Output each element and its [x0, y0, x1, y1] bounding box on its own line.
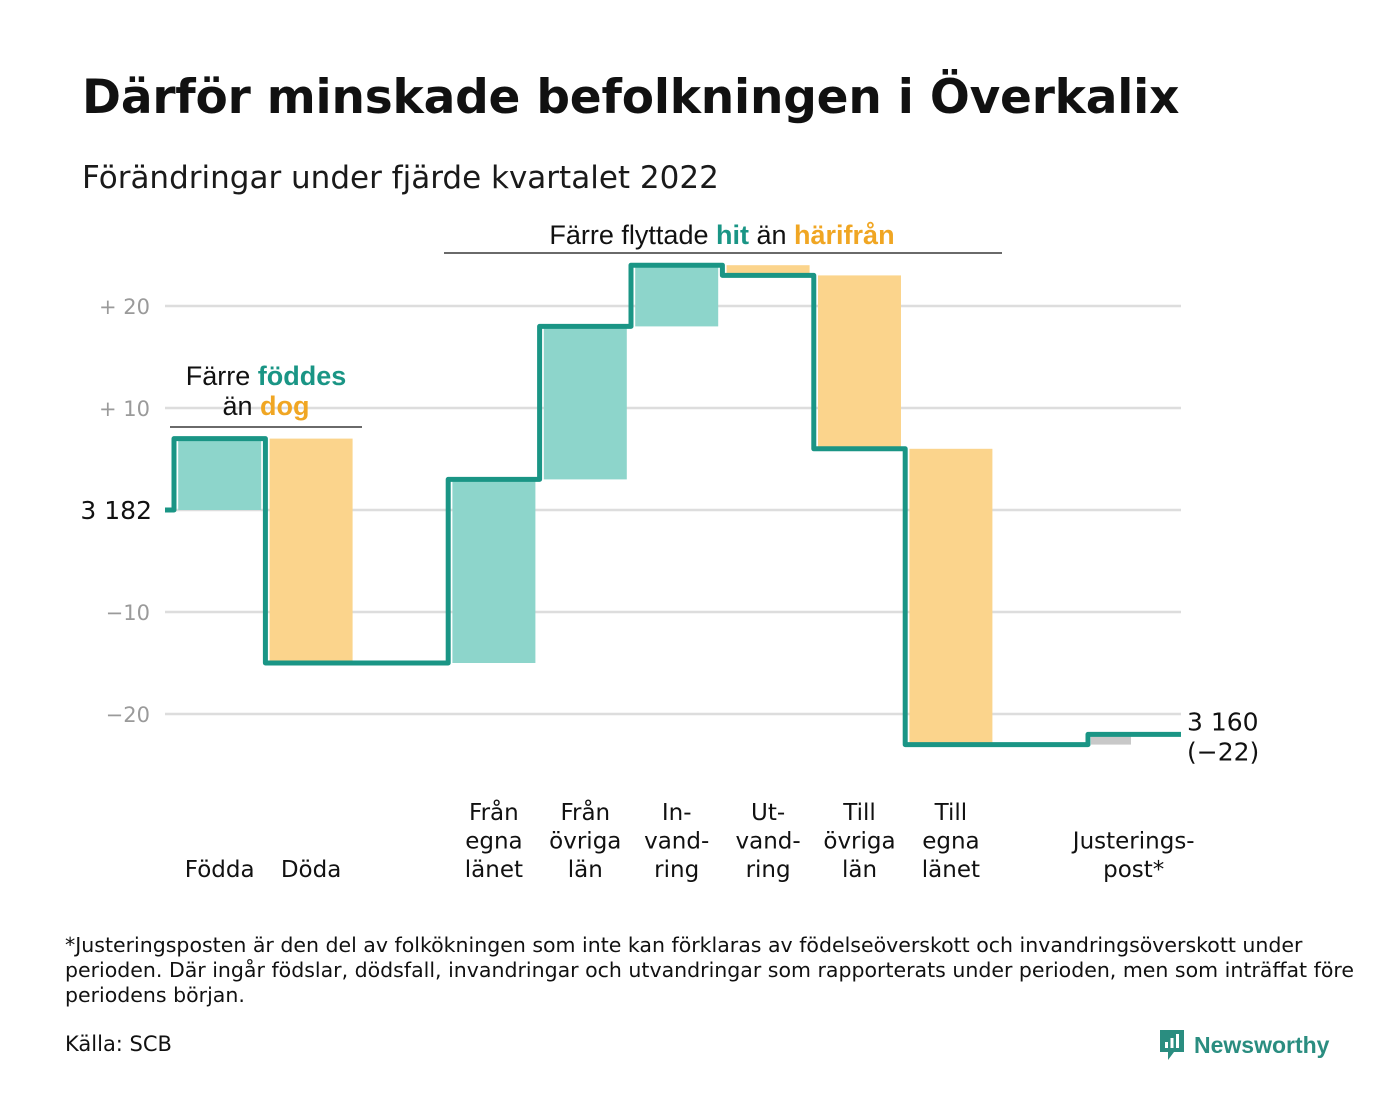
category-label: län: [842, 857, 877, 883]
waterfall-bar: [1091, 734, 1131, 745]
annotation-part: dog: [260, 391, 309, 421]
end-change-label: (−22): [1187, 737, 1259, 766]
category-label: In-: [662, 800, 692, 826]
cumulative-step-line: [165, 262, 1181, 748]
waterfall-bar: [452, 479, 536, 663]
category-label: post*: [1103, 857, 1164, 883]
annotation-part: härifrån: [794, 220, 895, 250]
category-label: Ut-: [751, 800, 785, 826]
annotation-part: än: [222, 391, 260, 421]
y-tick-label: −20: [106, 703, 150, 727]
category-label: Från: [560, 798, 610, 826]
annotation-part: Färre: [186, 361, 258, 391]
category-label: egna: [922, 829, 979, 855]
y-tick-label: + 10: [99, 397, 150, 421]
annotation-part: än: [749, 220, 794, 250]
category-label: Till: [842, 800, 876, 826]
category-label: Till: [934, 800, 968, 826]
start-value-label: 3 182: [80, 496, 152, 525]
category-label: egna: [465, 829, 522, 855]
category-label: Justerings-: [1071, 829, 1195, 855]
waterfall-bar: [543, 326, 627, 480]
waterfall-bar: [635, 265, 719, 327]
category-label: övriga: [823, 829, 895, 855]
category-label: Döda: [281, 857, 341, 883]
cumulative-line: [165, 262, 1181, 748]
source-label: Källa: SCB: [65, 1032, 172, 1056]
category-label: ring: [746, 857, 791, 883]
annotation-part: föddes: [258, 361, 347, 391]
waterfall-bar: [269, 438, 353, 663]
brand-logo: Newsworthy: [1158, 1028, 1329, 1062]
chart-title: Därför minskade befolkningen i Överkalix: [82, 70, 1180, 125]
category-label: övriga: [549, 829, 621, 855]
waterfall-bar: [178, 438, 262, 510]
category-label: vand-: [644, 829, 709, 855]
category-label: ring: [654, 857, 699, 883]
waterfall-bar: [726, 265, 810, 276]
newsworthy-logo-icon: [1160, 1030, 1184, 1060]
y-tick-label: −10: [106, 601, 150, 625]
waterfall-bar: [818, 275, 901, 449]
end-value-label: 3 160: [1187, 707, 1259, 736]
category-label: län: [568, 857, 603, 883]
annotation-part: Färre flyttade: [549, 220, 716, 250]
annotation-text: Färre flyttade hit än härifrån: [549, 220, 894, 250]
brand-name: Newsworthy: [1194, 1031, 1330, 1058]
annotation-text: Färre föddes: [186, 361, 347, 391]
category-label: Från: [469, 798, 519, 826]
category-label: länet: [922, 857, 980, 883]
y-axis-ticks: + 20 + 10 −10 −20 3 182 3 160(−22): [80, 295, 1259, 766]
chart-subtitle: Förändringar under fjärde kvartalet 2022: [82, 160, 719, 196]
waterfall-chart: + 20 + 10 −10 −20 3 182 3 160(−22) Födda Döda F…: [80, 220, 1259, 883]
footnote: *Justeringsposten är den del av folkökni…: [65, 933, 1354, 1007]
annotation-part: hit: [716, 220, 749, 250]
bars: [178, 265, 1131, 745]
category-label: Födda: [185, 857, 255, 883]
category-label: vand-: [736, 829, 801, 855]
annotation-text: än dog: [222, 391, 309, 421]
category-label: länet: [465, 857, 523, 883]
category-labels: Födda DödaFrånegnalänetFrånövrigalänIn-va…: [185, 798, 1195, 883]
waterfall-bar: [909, 448, 993, 745]
y-tick-label: + 20: [99, 295, 150, 319]
